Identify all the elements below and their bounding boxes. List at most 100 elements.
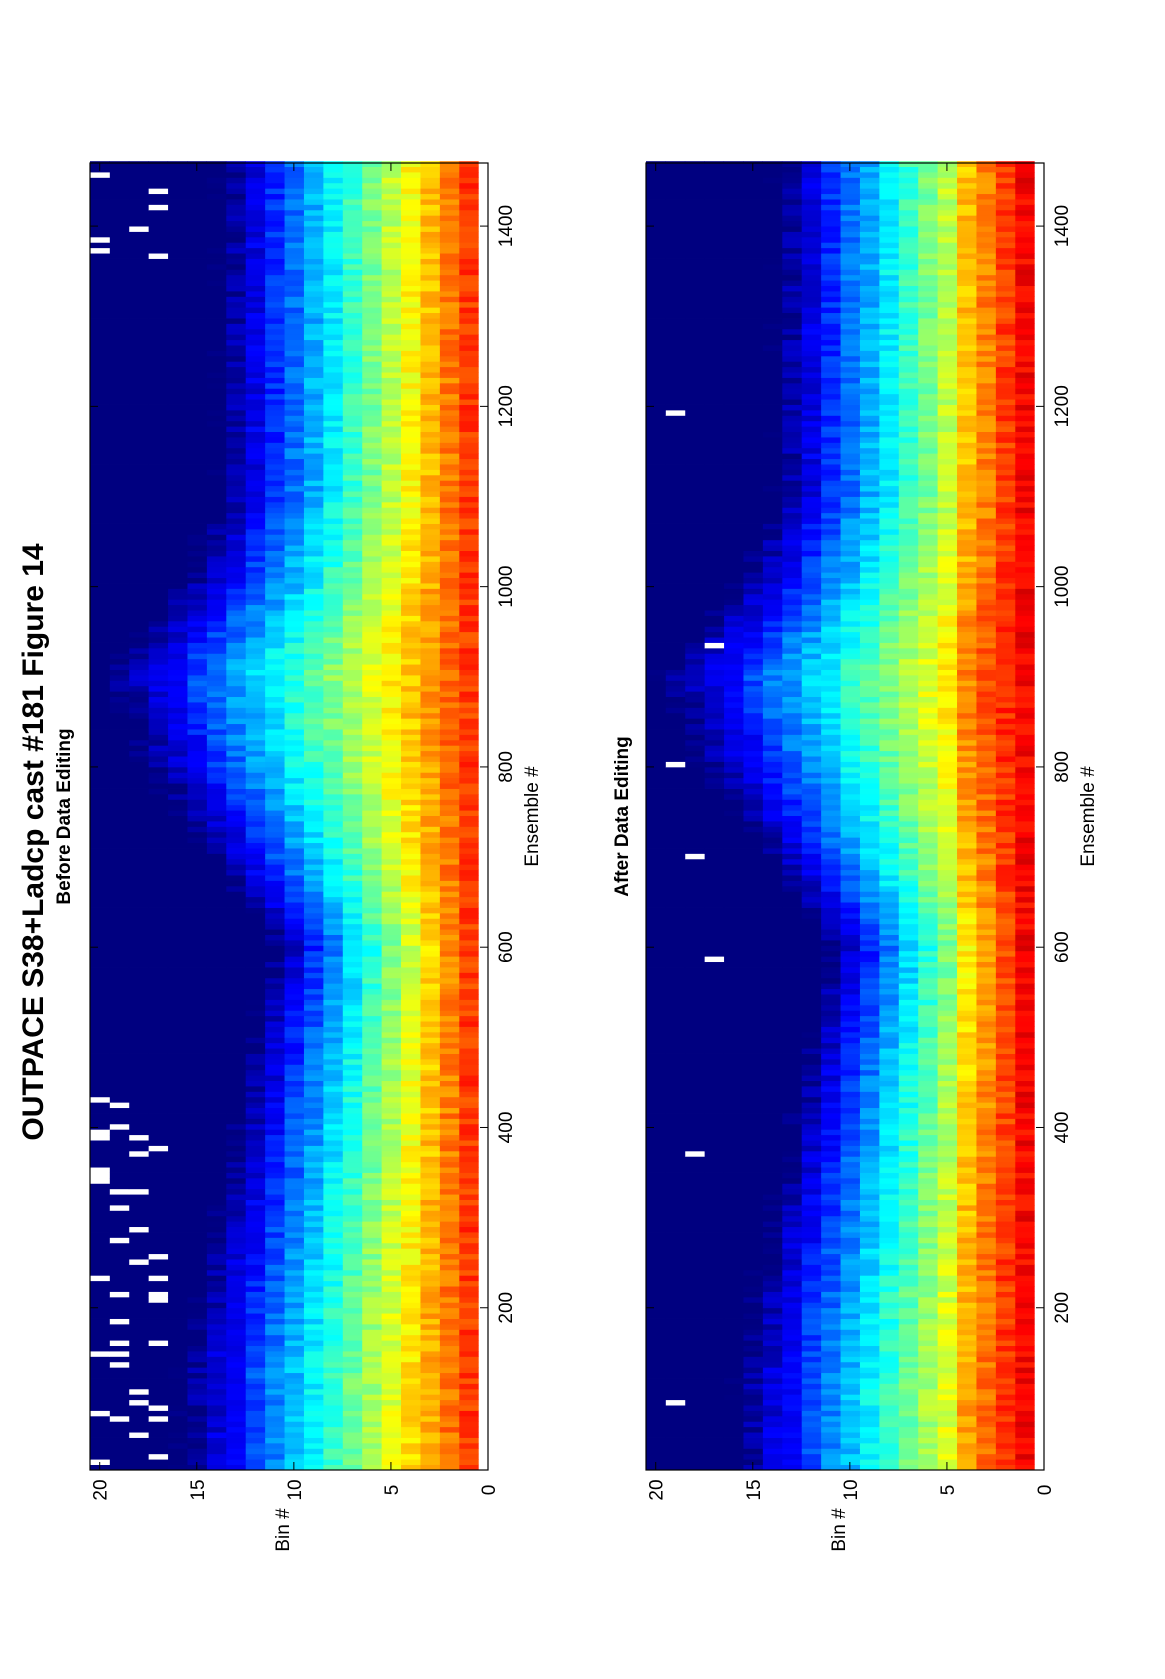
heatmap-cell (90, 453, 110, 460)
heatmap-cell (420, 793, 440, 800)
heatmap-cell (245, 161, 266, 168)
heatmap-cell (264, 312, 285, 319)
heatmap-cell (128, 1291, 149, 1298)
heatmap-cell (439, 539, 460, 546)
heatmap-cell (128, 734, 149, 741)
heatmap-cell (322, 1442, 343, 1449)
heatmap-cell (400, 1242, 421, 1249)
heatmap-cell (225, 950, 246, 957)
heatmap-cell (245, 885, 266, 892)
heatmap-cell (917, 1453, 938, 1460)
heatmap-cell (361, 355, 382, 362)
heatmap-cell (90, 1280, 110, 1287)
heatmap-cell (322, 1340, 343, 1347)
heatmap-cell (381, 831, 402, 838)
heatmap-cell (206, 1280, 227, 1287)
heatmap-cell (148, 950, 169, 957)
heatmap-cell (420, 480, 440, 487)
heatmap-cell (342, 777, 363, 784)
heatmap-cell (225, 902, 246, 908)
heatmap-cell (109, 1204, 130, 1211)
heatmap-cell (90, 1037, 110, 1044)
heatmap-cell (109, 1140, 130, 1146)
heatmap-cell (148, 507, 169, 514)
heatmap-cell (303, 831, 324, 838)
heatmap-cell (342, 1161, 363, 1168)
heatmap-cell (381, 674, 402, 681)
heatmap-cell (420, 350, 440, 357)
heatmap-cell (322, 848, 343, 854)
heatmap-cell (439, 972, 460, 979)
heatmap-cell (381, 296, 402, 303)
heatmap-cell (342, 399, 363, 405)
heatmap-cell (342, 236, 363, 243)
heatmap-cell (109, 772, 130, 779)
heatmap-cell (322, 1426, 343, 1433)
heatmap-cell (206, 577, 227, 584)
heatmap-cell (361, 631, 382, 638)
heatmap-cell (381, 1204, 402, 1211)
heatmap-cell (206, 561, 227, 568)
heatmap-cell (439, 631, 460, 638)
heatmap-cell (322, 642, 343, 649)
heatmap-cell (90, 1194, 110, 1200)
heatmap-cell (148, 518, 169, 524)
heatmap-cell (187, 685, 207, 692)
heatmap-cell (225, 1053, 246, 1060)
heatmap-cell (148, 853, 169, 860)
heatmap-cell (225, 1075, 246, 1082)
heatmap-cell (381, 945, 402, 952)
heatmap-cell (90, 253, 110, 259)
heatmap-cell (381, 1210, 402, 1217)
heatmap-cell (781, 1453, 802, 1460)
heatmap-cell (303, 188, 324, 195)
heatmap-cell (458, 388, 479, 395)
heatmap-cell (342, 848, 363, 854)
heatmap-cell (303, 934, 324, 941)
heatmap-cell (400, 777, 421, 784)
heatmap-cell (303, 469, 324, 476)
heatmap-cell (284, 226, 304, 232)
heatmap-cell (458, 1210, 479, 1217)
heatmap-cell (439, 907, 460, 914)
heatmap-cell (322, 1259, 343, 1265)
heatmap-cell (458, 875, 479, 881)
heatmap-cell (128, 777, 149, 784)
heatmap-cell (245, 788, 266, 795)
heatmap-cell (225, 263, 246, 270)
heatmap-cell (167, 912, 188, 919)
heatmap-cell (400, 556, 421, 562)
heatmap-cell (420, 1188, 440, 1195)
heatmap-cell (90, 691, 110, 698)
heatmap-cell (342, 880, 363, 887)
heatmap-cell (284, 388, 304, 395)
heatmap-cell (187, 334, 207, 341)
heatmap-cell (439, 523, 460, 530)
heatmap-cell (109, 599, 130, 606)
heatmap-cell (109, 1091, 130, 1098)
heatmap-cell (245, 896, 266, 903)
heatmap-cell (381, 1432, 402, 1438)
heatmap-cell (322, 1388, 343, 1395)
heatmap-cell (264, 1172, 285, 1179)
heatmap-cell (264, 199, 285, 205)
heatmap-cell (284, 236, 304, 243)
heatmap-cell (322, 166, 343, 173)
heatmap-cell (361, 215, 382, 222)
heatmap-cell (264, 891, 285, 898)
heatmap-cell (206, 404, 227, 411)
heatmap-cell (167, 739, 188, 746)
heatmap-cell (458, 1113, 479, 1119)
heatmap-cell (187, 815, 207, 822)
heatmap-cell (148, 1334, 169, 1341)
heatmap-cell (361, 1323, 382, 1330)
heatmap-cell (381, 810, 402, 816)
heatmap-cell (206, 280, 227, 286)
heatmap-cell (361, 891, 382, 898)
heatmap-cell (90, 242, 110, 249)
heatmap-cell (400, 1080, 421, 1087)
heatmap-cell (90, 1259, 110, 1265)
heatmap-cell (381, 1086, 402, 1092)
heatmap-cell (148, 1459, 169, 1465)
heatmap-cell (187, 361, 207, 368)
